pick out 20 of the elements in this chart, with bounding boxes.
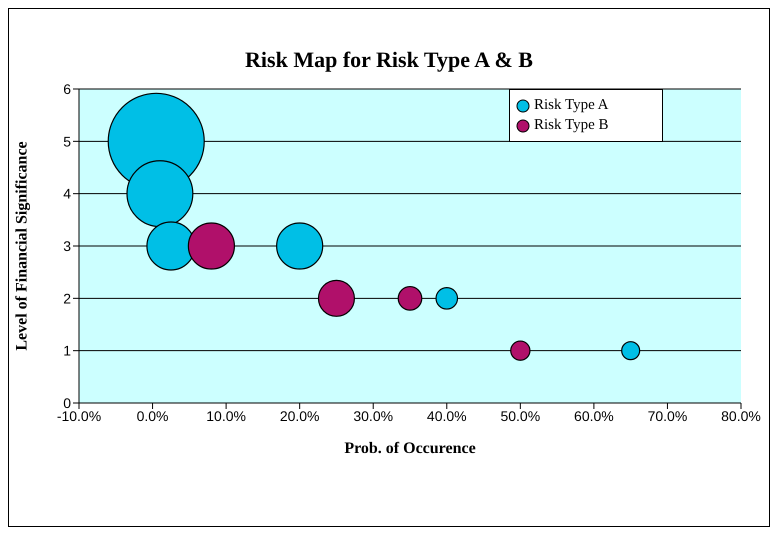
x-tick-label: 10.0% (206, 408, 246, 424)
y-tick-label: 2 (63, 290, 72, 306)
x-tick-label: 50.0% (500, 408, 540, 424)
x-tick-label: 60.0% (574, 408, 614, 424)
x-tick-label: 70.0% (648, 408, 688, 424)
y-tick-label: 5 (63, 133, 72, 150)
x-tick-label: 40.0% (426, 408, 467, 424)
legend-label: Risk Type A (534, 97, 609, 114)
y-tick-label: 4 (63, 186, 72, 202)
legend-label: Risk Type B (534, 117, 609, 134)
x-tick-label: 0.0% (136, 408, 169, 424)
x-tick-label: 30.0% (353, 408, 394, 424)
y-axis-title: Level of Financial Significance (14, 141, 31, 351)
x-tick-label: 80.0% (721, 408, 761, 424)
x-axis-title: Prob. of Occurence (344, 440, 476, 457)
y-tick-label: 3 (63, 238, 72, 254)
x-tick-label: 20.0% (280, 408, 320, 424)
y-tick-label: 1 (63, 342, 72, 359)
y-tick-label: 6 (63, 80, 72, 97)
chart-title: Risk Map for Risk Type A & B (244, 47, 534, 73)
